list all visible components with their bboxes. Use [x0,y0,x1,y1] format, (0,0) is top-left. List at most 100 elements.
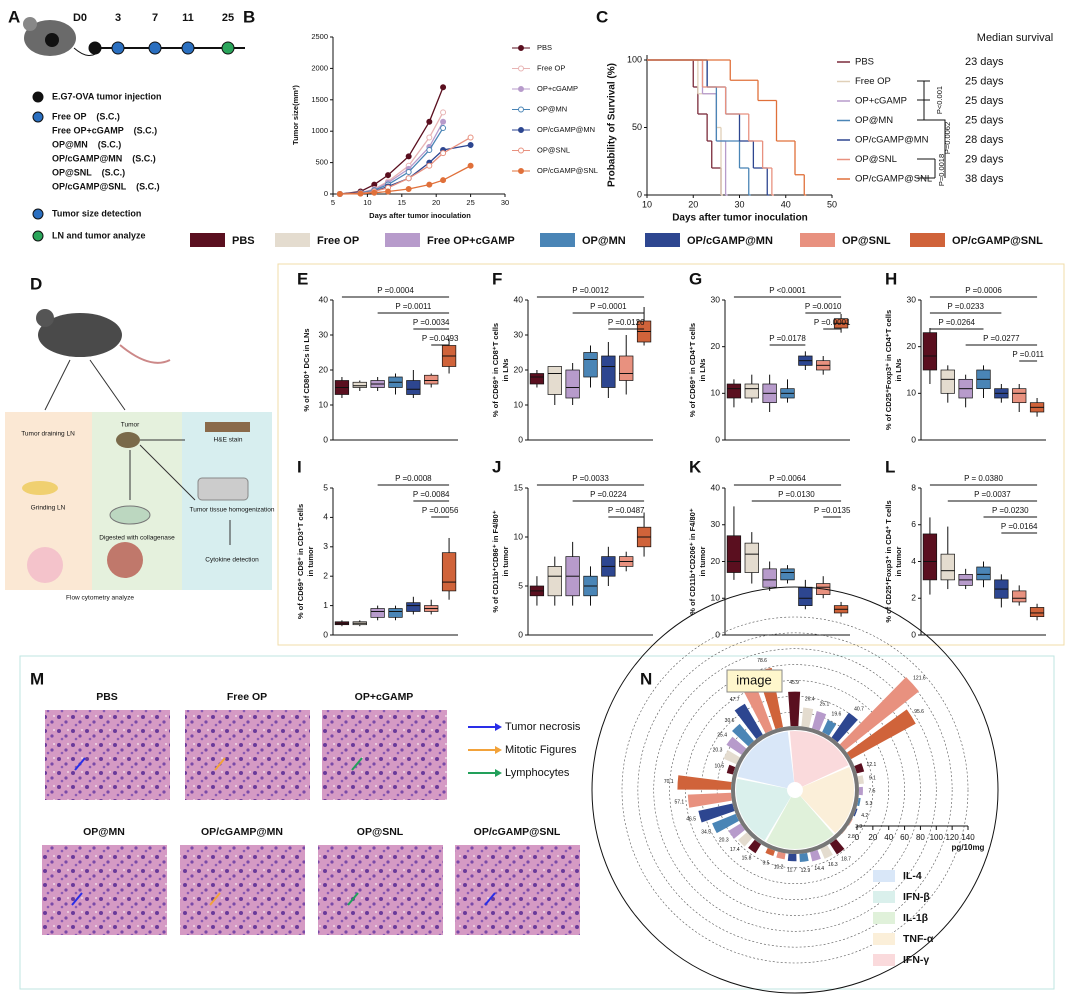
radial-bar [734,703,763,740]
y-axis-label: % of CD25⁺Foxp3⁺ in CD4⁺ T cells [884,500,893,622]
workflow-text: Tumor draining LN [21,431,75,438]
panel-frame [19,655,1055,990]
radial-bar [854,763,865,774]
grid-ring [716,711,874,869]
image-tag-text: image [736,672,771,687]
value-label: 34.5 [701,830,711,836]
legend-text: OP/cGAMP@SNL (S.C.) [52,181,160,191]
value-label: 121.6 [913,675,926,681]
y-tick-label: 10 [514,399,524,409]
legend-text: PBS [537,43,552,52]
radial-bar [765,847,776,857]
box [726,383,742,399]
p-value: P =0.0264 [938,318,975,327]
tumor-dot [45,33,59,47]
radial-bar [728,823,745,839]
legend-text: PBS [855,57,874,68]
y-tick-label: 0 [637,189,642,199]
y-tick-label: 5 [518,580,523,590]
panel-label: J [492,457,501,476]
median-value: 23 days [965,56,1004,68]
y-tick-label: 1500 [311,95,328,104]
grid-ring [621,616,969,964]
legend-swatch [385,233,420,247]
legend-text: IL-1β [903,912,929,924]
timeline-label: 11 [182,12,194,24]
box [352,381,367,388]
median-value: 28 days [965,134,1004,146]
legend-text: OP@SNL (S.C.) [52,167,125,177]
stat-bracket [917,80,946,179]
legend-text: IFN-γ [903,954,929,966]
radial-bar [726,736,747,755]
legend-text: OP@SNL [537,145,570,154]
legend-marker [518,45,524,51]
y-axis-label: in LNs [894,359,903,382]
histology-image [180,845,305,935]
p-value: P =0.0034 [413,318,450,327]
legend-swatch [540,233,575,247]
p-value: P =0.0487 [608,506,645,515]
legend-text: OP/cGAMP@SNL [855,174,932,185]
y-tick-label: 0 [715,629,720,639]
workflow-text: Grinding LN [31,505,66,512]
value-label: 12.1 [867,762,877,768]
homogenizer-icon [197,477,249,501]
legend-swatch [873,870,895,882]
data-point [405,169,412,176]
y-tick-label: 40 [514,294,524,304]
value-label: 15.8 [742,855,752,861]
legend-text: PBS [232,235,255,247]
radial-bar [738,832,753,847]
image-tag [726,669,783,693]
x-tick-label: 30 [734,199,744,209]
y-tick-label: 1000 [311,126,328,135]
y-tick-label: 2 [323,570,328,580]
p-value: P =0.0004 [377,286,414,295]
y-axis-label: in tumor [501,546,510,576]
radial-bar [829,839,845,855]
legend-text: Free OP (S.C.) [52,111,120,121]
data-point [467,162,474,169]
legend-text: OP@SNL [842,235,891,247]
legend-marker [518,147,524,154]
data-point [336,191,343,197]
r-tick-label: 80 [916,833,925,842]
box [922,332,938,371]
value-label: 2.8 [848,834,855,840]
y-tick-label: 20 [711,556,721,566]
y-tick-label: 4 [323,512,328,522]
y-tick-label: 1 [323,600,328,610]
y-axis-label: in tumor [894,546,903,576]
p-value: P <0.0001 [769,286,806,295]
y-tick-label: 15 [514,482,524,492]
box [619,355,634,381]
radial-bar [787,853,797,862]
y-tick-label: 2500 [311,32,328,41]
x-tick-label: 30 [501,198,509,207]
table-header: Median survival [977,32,1053,44]
legend-text: IL-4 [903,870,922,882]
value-label: 40.7 [854,706,864,712]
panel-label: K [689,457,702,476]
arrow [347,892,359,906]
y-tick-label: 30 [514,329,524,339]
p-value: P =0.0033 [572,474,609,483]
y-tick-label: 100 [627,54,642,64]
y-tick-label: 4 [911,556,916,566]
legend-text: E.G7-OVA tumor injection [52,91,162,101]
p-value: P =0.0164 [1001,522,1038,531]
data-point [440,150,447,157]
radial-bar [698,803,735,823]
histology-image [42,845,167,935]
data-point [371,189,378,196]
y-tick-label: 0 [715,434,720,444]
box [1012,590,1027,603]
data-point [426,181,433,188]
outer-ring [591,586,999,994]
box [424,374,439,385]
value-label: 20.3 [719,837,729,843]
y-tick-label: 20 [319,364,329,374]
panel-label: H [885,269,897,288]
y-tick-label: 20 [711,341,721,351]
